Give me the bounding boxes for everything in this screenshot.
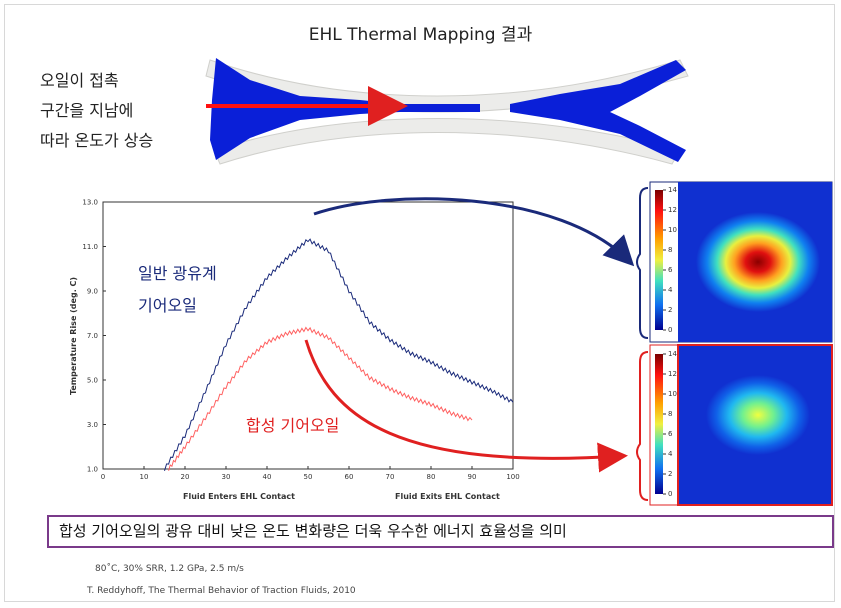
x-tick-label: 30 (222, 473, 231, 481)
x-tick-label: 60 (345, 473, 354, 481)
x-tick-label: 0 (101, 473, 105, 481)
colorbar-tick-label: 4 (668, 286, 673, 294)
colorbar-tick-label: 6 (668, 430, 673, 438)
y-tick-label: 3.0 (87, 421, 98, 429)
x-axis-label-left: Fluid Enters EHL Contact (183, 492, 295, 501)
x-tick-label: 100 (506, 473, 519, 481)
reference-citation: T. Reddyhoff, The Thermal Behavior of Tr… (87, 586, 356, 596)
y-tick-label: 7.0 (87, 332, 98, 340)
colorbar-tick-label: 14 (668, 186, 677, 194)
synthetic-oil-arrow (304, 339, 628, 473)
x-tick-label: 70 (386, 473, 395, 481)
slide-frame (4, 4, 835, 602)
x-axis-label-right: Fluid Exits EHL Contact (395, 492, 500, 501)
x-tick-label: 80 (427, 473, 436, 481)
ehl-contact-diagram (205, 58, 689, 165)
y-tick-label: 11.0 (82, 243, 98, 251)
contact-oil-film (400, 104, 480, 112)
colorbar-tick-label: 12 (668, 206, 677, 214)
colorbar-tick-label: 4 (668, 450, 673, 458)
test-conditions: 80˚C, 30% SRR, 1.2 GPa, 2.5 m/s (95, 564, 244, 574)
y-tick-label: 9.0 (87, 288, 98, 296)
x-tick-label: 50 (304, 473, 313, 481)
y-tick-label: 13.0 (82, 199, 98, 207)
contact-note-line: 오일이 접촉 (40, 71, 119, 90)
colorbar-tick-label: 0 (668, 490, 672, 498)
contact-note-line: 구간을 지남에 (40, 101, 134, 120)
series-line-general (164, 238, 514, 471)
x-tick-label: 40 (263, 473, 272, 481)
thermal-map-general: 14 12 10 8 6 4 2 0 (636, 181, 833, 343)
x-tick-label: 20 (181, 473, 190, 481)
lower-roller (213, 118, 681, 165)
y-tick-label: 1.0 (87, 466, 98, 474)
contact-note-line: 따라 온도가 상승 (40, 131, 154, 150)
colorbar-tick-label: 2 (668, 470, 672, 478)
colorbar-tick-label: 8 (668, 246, 672, 254)
inlet-oil-film (210, 58, 400, 160)
general-oil-label-line: 기어오일 (138, 296, 197, 315)
series-line-synthetic (168, 326, 473, 471)
chart-axes: 0 10 20 30 40 50 60 70 80 90 100 1.0 3.0 5.0 7.0 9.0 11… (82, 199, 519, 482)
colorbar-tick-label: 6 (668, 266, 673, 274)
general-oil-label-line: 일반 광유계 (138, 264, 217, 283)
outlet-oil-film (510, 60, 686, 162)
colorbar-tick-label: 12 (668, 370, 677, 378)
y-tick-label: 5.0 (87, 377, 98, 385)
y-axis-label: Temperature Rise (deg. C) (69, 277, 78, 395)
colorbar-tick-label: 0 (668, 326, 672, 334)
colorbar-tick-label: 2 (668, 306, 672, 314)
contact-note: 오일이 접촉 구간을 지남에 따라 온도가 상승 (40, 66, 153, 156)
colorbar-tick-label: 10 (668, 226, 677, 234)
summary-box: 합성 기어오일의 광유 대비 낮은 온도 변화량은 더욱 우수한 에너지 효율성… (47, 515, 834, 548)
synthetic-oil-label: 합성 기어오일 (246, 416, 340, 435)
general-oil-arrow (313, 197, 635, 267)
x-tick-label: 10 (140, 473, 149, 481)
x-tick-label: 90 (468, 473, 477, 481)
thermal-map-synthetic: 14 12 10 8 6 4 2 0 (636, 344, 833, 506)
colorbar-tick-label: 8 (668, 410, 672, 418)
general-oil-label: 일반 광유계 기어오일 (138, 258, 217, 322)
colorbar-tick-label: 14 (668, 350, 677, 358)
page-title: EHL Thermal Mapping 결과 (308, 25, 533, 45)
colorbar-tick-label: 10 (668, 390, 677, 398)
